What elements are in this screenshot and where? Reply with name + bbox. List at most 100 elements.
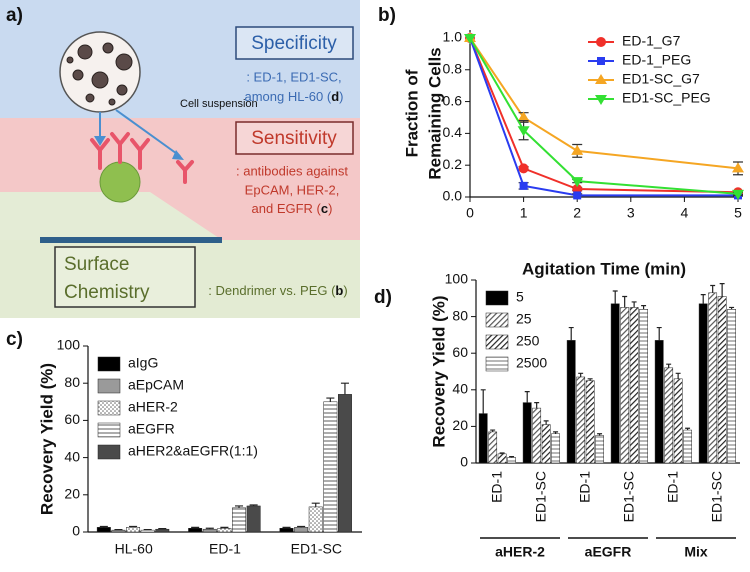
error-bar — [311, 502, 320, 507]
y-tick-label: 60 — [452, 344, 468, 360]
sensitivity-box — [235, 121, 354, 155]
error-bar — [524, 391, 530, 403]
panel-label: c) — [6, 329, 23, 350]
surface-bar — [40, 237, 222, 243]
cells — [66, 42, 133, 106]
legend-swatch — [97, 422, 121, 438]
bar — [338, 394, 352, 533]
legend-label: ED1-SC_G7 — [622, 71, 700, 87]
y-tick-label: 100 — [445, 271, 469, 287]
legend-swatch — [97, 400, 121, 416]
error-bar — [297, 525, 306, 528]
error-bar — [685, 427, 691, 431]
bar — [708, 292, 718, 464]
legend-label: aHER-2 — [128, 399, 178, 415]
panel-ref: c — [321, 201, 328, 216]
text-part: among HL-60 ( — [244, 89, 331, 104]
panel-a: a) Cell suspension Specificity : ED-1, E… — [0, 0, 360, 318]
y-tick-label: 40 — [64, 448, 80, 464]
legend-swatch — [97, 444, 121, 460]
y-tick-label: 0 — [460, 454, 468, 470]
x-tick-label: ED1-SC — [533, 471, 549, 522]
legend-swatch — [485, 290, 509, 306]
legend-swatch — [485, 334, 509, 350]
bar — [629, 307, 639, 464]
bar — [664, 367, 674, 464]
error-bar — [99, 525, 108, 528]
error-bar — [480, 389, 486, 414]
series-line — [469, 37, 739, 195]
error-bar — [282, 526, 291, 529]
sensitivity-text: EpCAM, HER-2, — [245, 182, 340, 197]
error-bar — [578, 372, 584, 377]
y-axis-label: Recovery Yield (%) — [429, 295, 448, 447]
x-tick-label: ED1-SC — [709, 471, 725, 522]
x-tick-label: ED-1 — [665, 471, 681, 503]
sensitivity-text: and EGFR (c) — [252, 201, 333, 216]
y-tick-label: 20 — [64, 486, 80, 502]
x-tick-label: 5 — [734, 205, 742, 221]
error-bar — [597, 433, 603, 436]
bar — [595, 435, 604, 464]
legend-label: aEGFR — [128, 421, 175, 437]
error-bar — [587, 378, 593, 381]
x-tick-label: 4 — [681, 205, 689, 221]
bar — [308, 506, 323, 533]
y-axis-label: Remaining Cells — [425, 47, 444, 179]
panel-ref: b — [335, 283, 343, 298]
y-tick-label: 1.0 — [443, 29, 463, 45]
legend-label: ED-1_G7 — [622, 33, 681, 49]
error-bar — [656, 326, 662, 341]
marker — [517, 111, 530, 122]
error-bar — [191, 526, 200, 529]
error-bar — [568, 326, 574, 341]
marker — [464, 33, 476, 44]
bar — [576, 376, 586, 464]
marker — [571, 144, 584, 155]
legend-label: ED1-SC_PEG — [622, 90, 711, 106]
specificity-title: Specificity — [251, 33, 337, 54]
y-tick-label: 100 — [57, 337, 81, 353]
error-bar — [710, 284, 716, 293]
bar — [488, 431, 498, 464]
surface-title: Surface — [64, 254, 129, 275]
group-label: aHER-2 — [495, 544, 545, 560]
x-tick-label: 3 — [627, 205, 635, 221]
error-bar — [553, 431, 559, 434]
series-line — [469, 37, 739, 194]
text-part: ) — [339, 89, 343, 104]
legend-label: 5 — [516, 289, 524, 305]
marker — [517, 126, 530, 137]
text-part: and EGFR ( — [252, 201, 322, 216]
text-part: ) — [343, 283, 347, 298]
antibodies — [90, 132, 194, 184]
error-bar — [666, 363, 672, 368]
error-bar — [129, 525, 138, 528]
substrate — [0, 192, 222, 240]
marker — [519, 181, 528, 190]
bar — [698, 303, 708, 464]
series-line — [469, 37, 739, 170]
y-tick-label: 0.2 — [443, 156, 463, 172]
series-line — [469, 37, 738, 197]
error-bar — [114, 528, 123, 531]
y-tick-label: 60 — [64, 411, 80, 427]
error-bar — [700, 294, 706, 304]
panel-label: a) — [6, 5, 23, 26]
error-bar — [509, 455, 515, 458]
error-bar — [326, 397, 335, 402]
error-bar — [143, 528, 152, 531]
error-bar — [234, 505, 244, 508]
bar — [620, 307, 630, 464]
sensitivity-title: Sensitivity — [251, 128, 337, 149]
legend-label: 2500 — [516, 355, 547, 371]
bar — [639, 309, 648, 464]
bar — [497, 453, 507, 464]
x-axis-label: Agitation Time (min) — [522, 259, 686, 278]
y-tick-label: 0.0 — [443, 188, 463, 204]
legend-label: aIgG — [128, 355, 158, 371]
error-bar — [220, 526, 229, 529]
y-tick-label: 0.8 — [443, 60, 463, 76]
text-part: ) — [328, 201, 332, 216]
